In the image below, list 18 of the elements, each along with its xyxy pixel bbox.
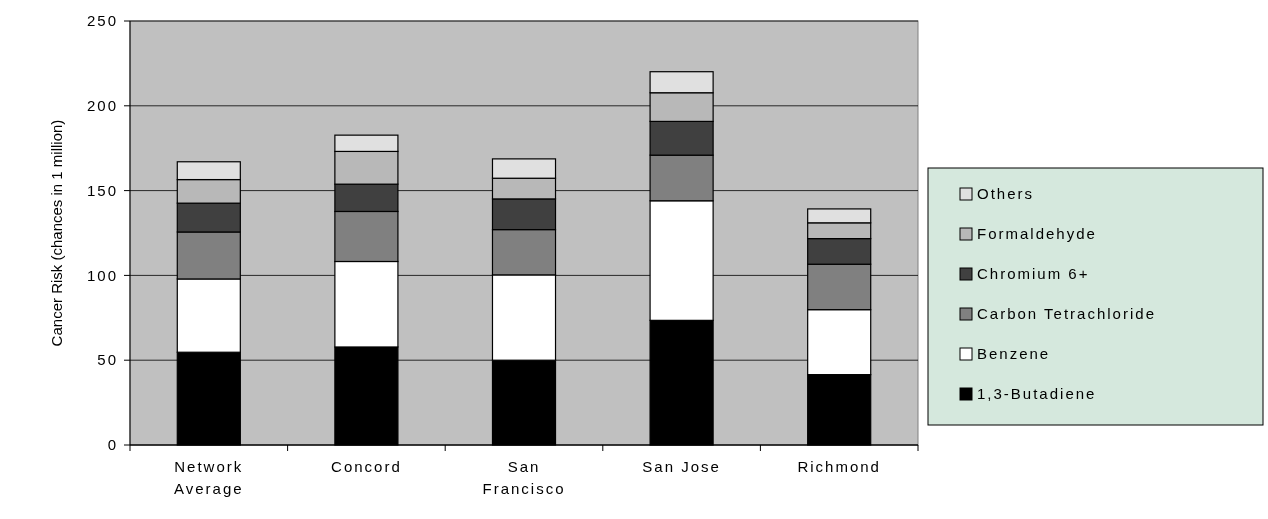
x-tick-label: Richmond [797,458,881,475]
y-tick-label: 50 [97,351,118,369]
legend-label: Benzene [977,345,1051,363]
legend-label: Chromium 6+ [977,265,1090,283]
x-tick-label: San Jose [642,458,721,475]
legend-label: Others [977,185,1035,203]
y-tick-label: 100 [86,266,118,284]
y-axis-title: Cancer Risk (chances in 1 million) [48,119,65,347]
legend-label: 1,3-Butadiene [977,385,1097,403]
y-tick-label: 200 [86,97,118,115]
y-tick-label: 150 [86,181,118,199]
x-tick-label: Concord [331,458,402,475]
legend-label: Formaldehyde [977,225,1097,243]
x-tick-label: San Francisco [482,458,566,497]
y-tick-label: 0 [107,436,118,454]
x-tick-label: Network Average [174,458,244,497]
legend-label: Carbon Tetrachloride [977,305,1156,323]
y-tick-label: 250 [86,12,118,30]
